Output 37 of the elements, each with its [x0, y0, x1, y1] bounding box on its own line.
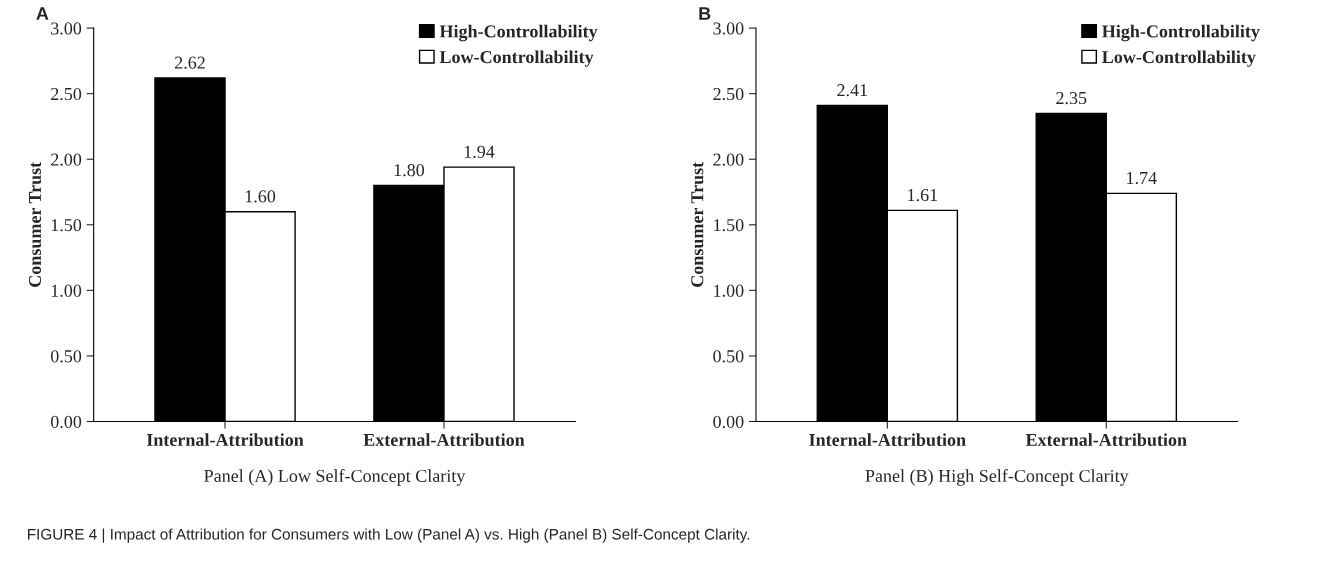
x-tick-label: Internal-Attribution: [146, 433, 304, 447]
legend-label: Low-Controllability: [1102, 50, 1256, 67]
data-label: 1.60: [245, 190, 276, 203]
y-tick-label: 0.00: [50, 415, 82, 429]
y-tick-label: 2.50: [713, 87, 744, 101]
y-tick-label: 2.00: [713, 153, 744, 166]
chart-title: B: [699, 7, 711, 20]
y-axis-title: Consumer Trust: [691, 161, 704, 287]
y-tick-label: 0.50: [713, 350, 744, 363]
chart-title: A: [36, 7, 49, 20]
caption: FIGURE 4 | Impact of Attribution for Consumers with Low (Panel A) vs. High (Panel B) Self-Concept Clarity.: [28, 528, 750, 543]
data-label: 1.94: [464, 145, 495, 158]
y-tick-label: 1.00: [51, 284, 82, 297]
data-label: 1.61: [908, 189, 938, 202]
x-axis-title: Panel (A) Low Self-Concept Clarity: [204, 469, 466, 486]
data-label: 1.74: [1127, 172, 1157, 185]
y-tick-label: 2.00: [51, 153, 82, 166]
data-label: 2.62: [174, 56, 205, 69]
data-label: 2.41: [837, 84, 868, 97]
y-tick-label: 0.50: [50, 350, 82, 363]
x-axis-title: Panel (B) High Self-Concept Clarity: [865, 469, 1129, 486]
y-tick-label: 0.00: [713, 415, 744, 429]
legend-label: Low-Controllability: [439, 50, 594, 67]
y-axis-title: Consumer Trust: [28, 161, 42, 287]
y-tick-label: 3.00: [713, 22, 744, 35]
legend-label: High-Controllability: [1102, 24, 1260, 42]
y-tick-label: 1.50: [714, 219, 744, 232]
data-label: 2.35: [1056, 91, 1087, 105]
y-tick-label: 1.50: [51, 219, 82, 232]
legend-label: High-Controllability: [439, 24, 598, 42]
data-label: 1.80: [394, 164, 425, 177]
x-tick-label: Internal-Attribution: [809, 433, 966, 447]
y-tick-label: 1.00: [714, 284, 744, 297]
x-tick-label: External-Attribution: [1025, 433, 1187, 447]
x-tick-label: External-Attribution: [363, 433, 525, 447]
y-tick-label: 3.00: [51, 22, 82, 35]
y-tick-label: 2.50: [51, 87, 82, 101]
